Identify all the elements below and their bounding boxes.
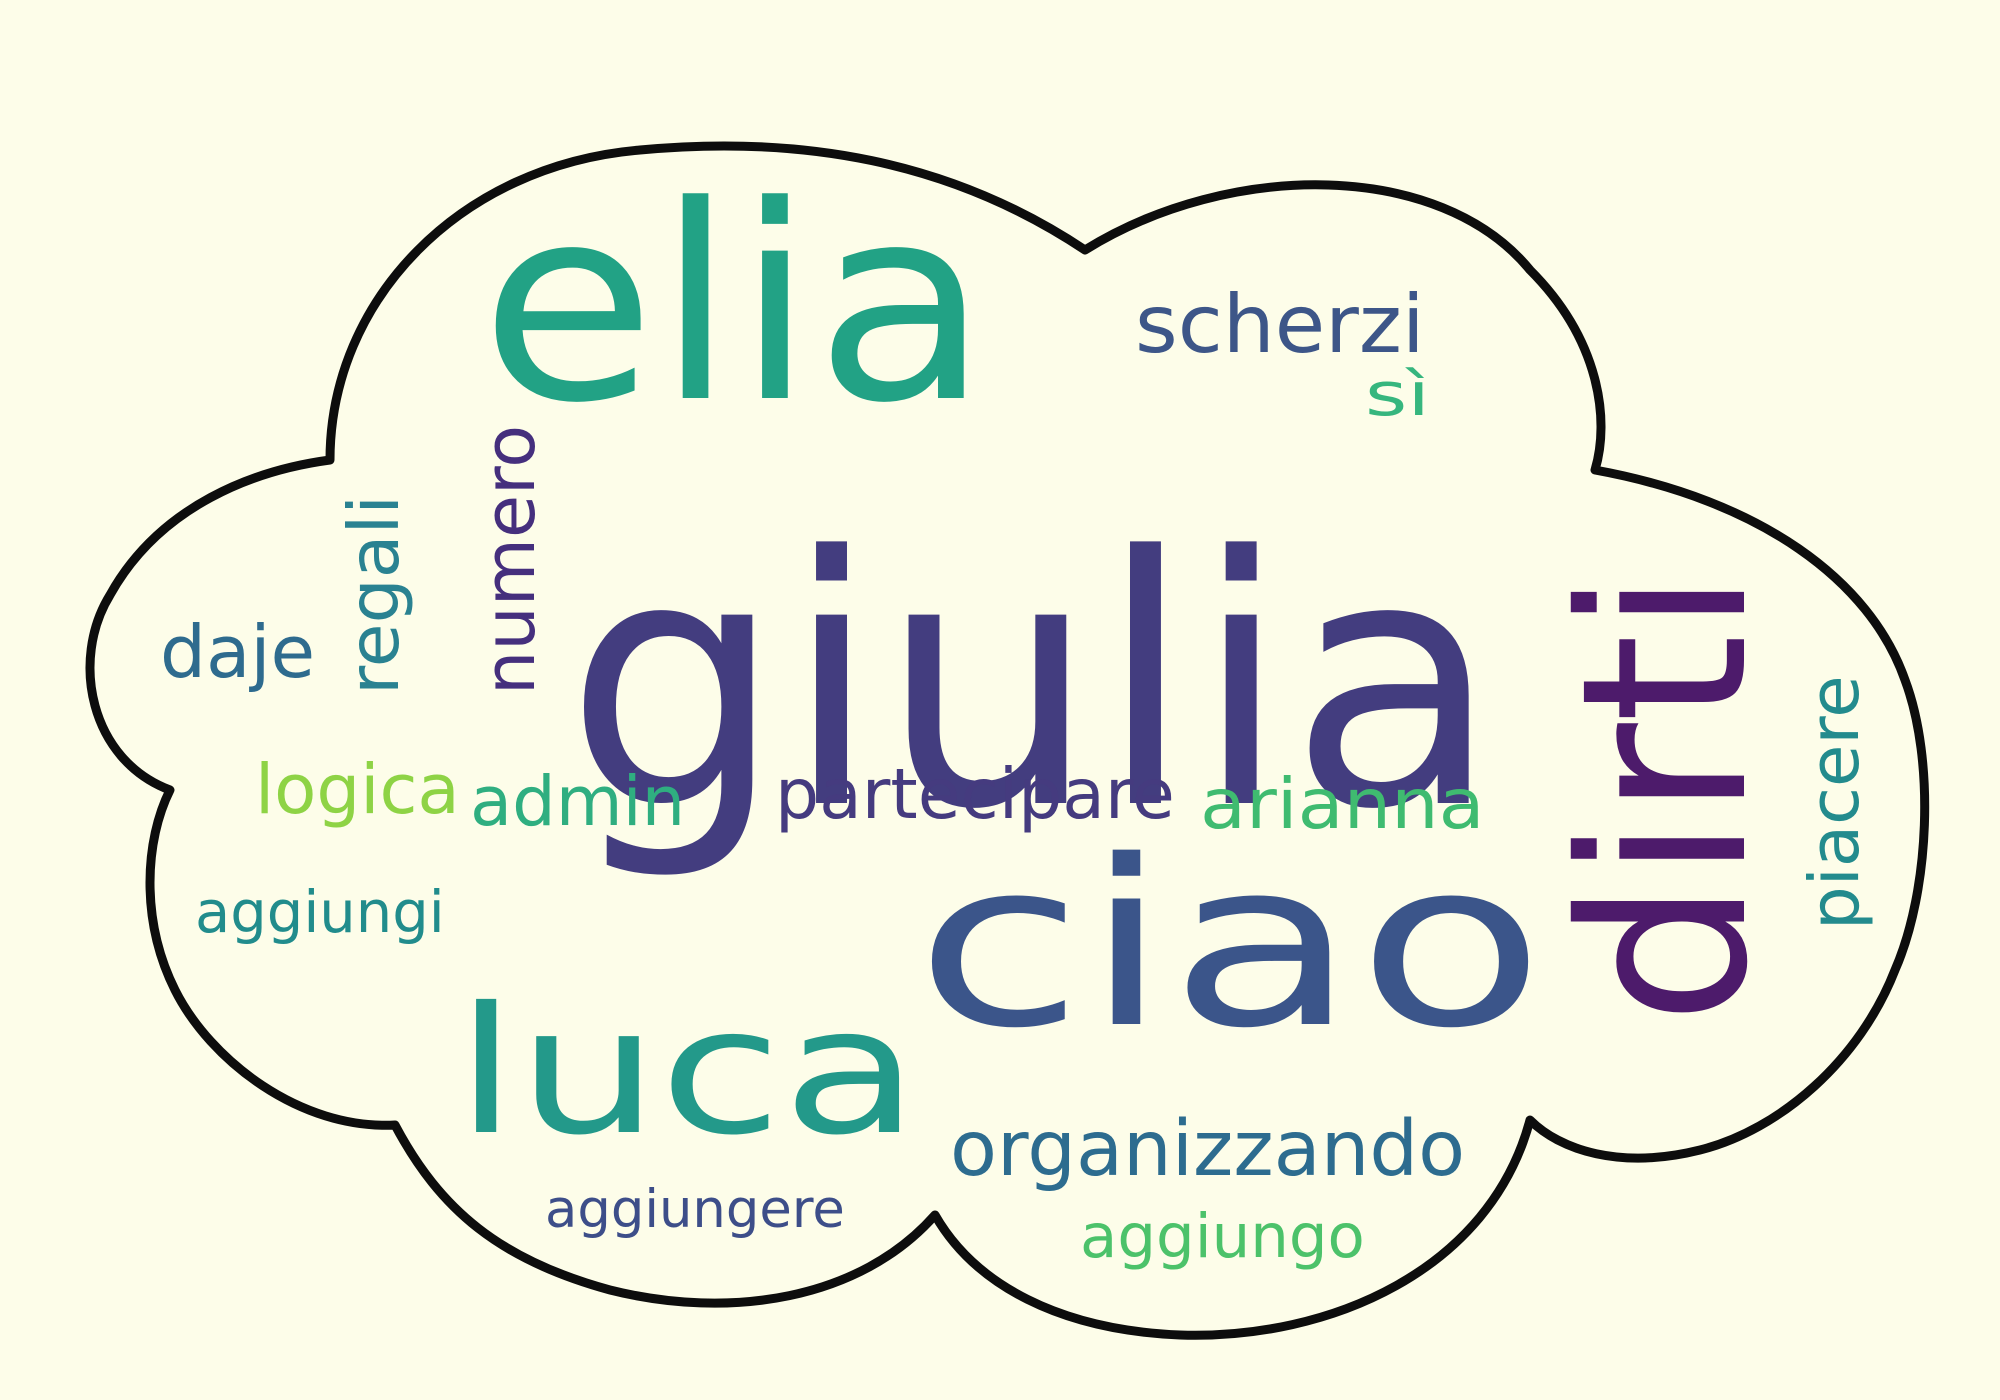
word-aggiungere: aggiungere [545,1178,845,1240]
word-partecipare: partecipare [775,754,1175,835]
word-aggiungi: aggiungi [195,878,445,946]
word-si: sì [1365,360,1430,430]
word-luca: luca [455,970,920,1174]
cloud-outline-path [85,141,1930,1340]
word-giulia: giulia [565,484,1500,885]
word-elia: elia [480,147,990,462]
word-admin: admin [470,762,686,842]
word-numero: numero [469,424,551,695]
word-aggiungo: aggiungo [1080,1201,1365,1272]
word-daje: daje [160,610,316,695]
word-organizzando: organizzando [950,1104,1466,1194]
word-ciao: ciao [915,811,1545,1079]
word-piacere: piacere [1794,675,1875,930]
word-scherzi: scherzi [1135,278,1425,371]
word-logica: logica [255,749,460,830]
word-arianna: arianna [1200,764,1485,845]
word-regali: regali [334,494,415,695]
word-dirti: dirti [1532,570,1798,1025]
